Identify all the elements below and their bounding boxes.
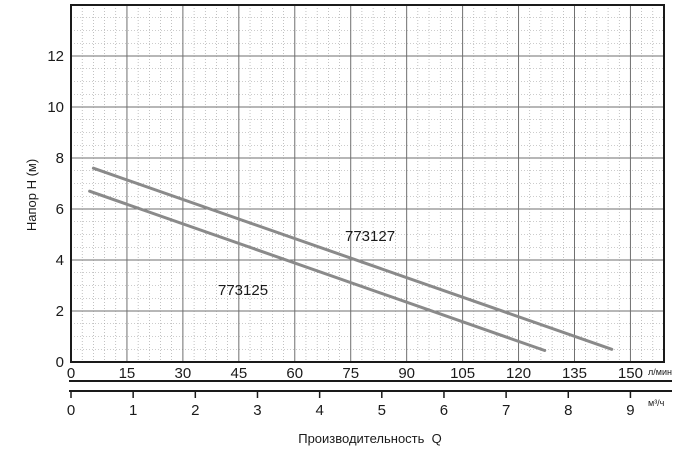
series-label-773125: 773125 [218,282,268,299]
series-line-773127 [93,168,611,349]
y-tick-label: 0 [56,354,64,371]
x-tick-label: 60 [286,365,303,382]
series-label-773127: 773127 [345,228,395,245]
x2-tick-label: 7 [502,402,510,419]
x-axis-label: Производительность Q [298,431,442,446]
x-tick-label: 105 [450,365,475,382]
x-tick-label: 120 [506,365,531,382]
chart-grid [71,5,664,362]
y-tick-label: 4 [56,252,64,269]
x2-tick-label: 1 [129,402,137,419]
x-tick-label: 0 [67,365,75,382]
y-tick-label: 2 [56,303,64,320]
y-tick-label: 10 [47,99,64,116]
x-axis-unit-lpm: л/мин [648,367,672,377]
y-tick-label: 12 [47,48,64,65]
x-axis-unit-m3h: м³/ч [648,398,665,408]
y-axis-ticks: 0 2 4 6 8 10 12 [47,48,64,371]
x2-tick-label: 8 [564,402,572,419]
x-tick-label: 30 [175,365,192,382]
y-tick-label: 8 [56,150,64,167]
x2-tick-label: 4 [315,402,323,419]
x2-tick-label: 2 [191,402,199,419]
x-tick-label: 150 [618,365,643,382]
x-axis-lpm: 0 15 30 45 60 75 90 105 120 135 150 л/мин [67,365,672,382]
x2-tick-label: 9 [626,402,634,419]
x-axis-m3h: 0 1 2 3 4 5 6 7 8 9 м³/ч [67,391,672,419]
x-tick-label: 15 [119,365,136,382]
x2-tick-label: 0 [67,402,75,419]
x2-tick-label: 5 [378,402,386,419]
y-tick-label: 6 [56,201,64,218]
y-axis-label: Напор H (м) [24,159,39,231]
x-tick-label: 45 [230,365,247,382]
x-tick-label: 135 [562,365,587,382]
x-tick-label: 75 [342,365,359,382]
x2-tick-label: 6 [440,402,448,419]
x2-tick-label: 3 [253,402,261,419]
x-tick-label: 90 [398,365,415,382]
